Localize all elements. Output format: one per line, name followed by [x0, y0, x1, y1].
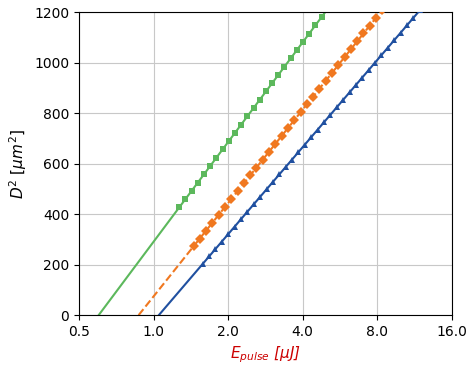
- Y-axis label: $D^2$ [$\mu m^2$]: $D^2$ [$\mu m^2$]: [7, 129, 28, 199]
- X-axis label: $E_{pulse}$ [$\mu$J]: $E_{pulse}$ [$\mu$J]: [230, 344, 301, 365]
